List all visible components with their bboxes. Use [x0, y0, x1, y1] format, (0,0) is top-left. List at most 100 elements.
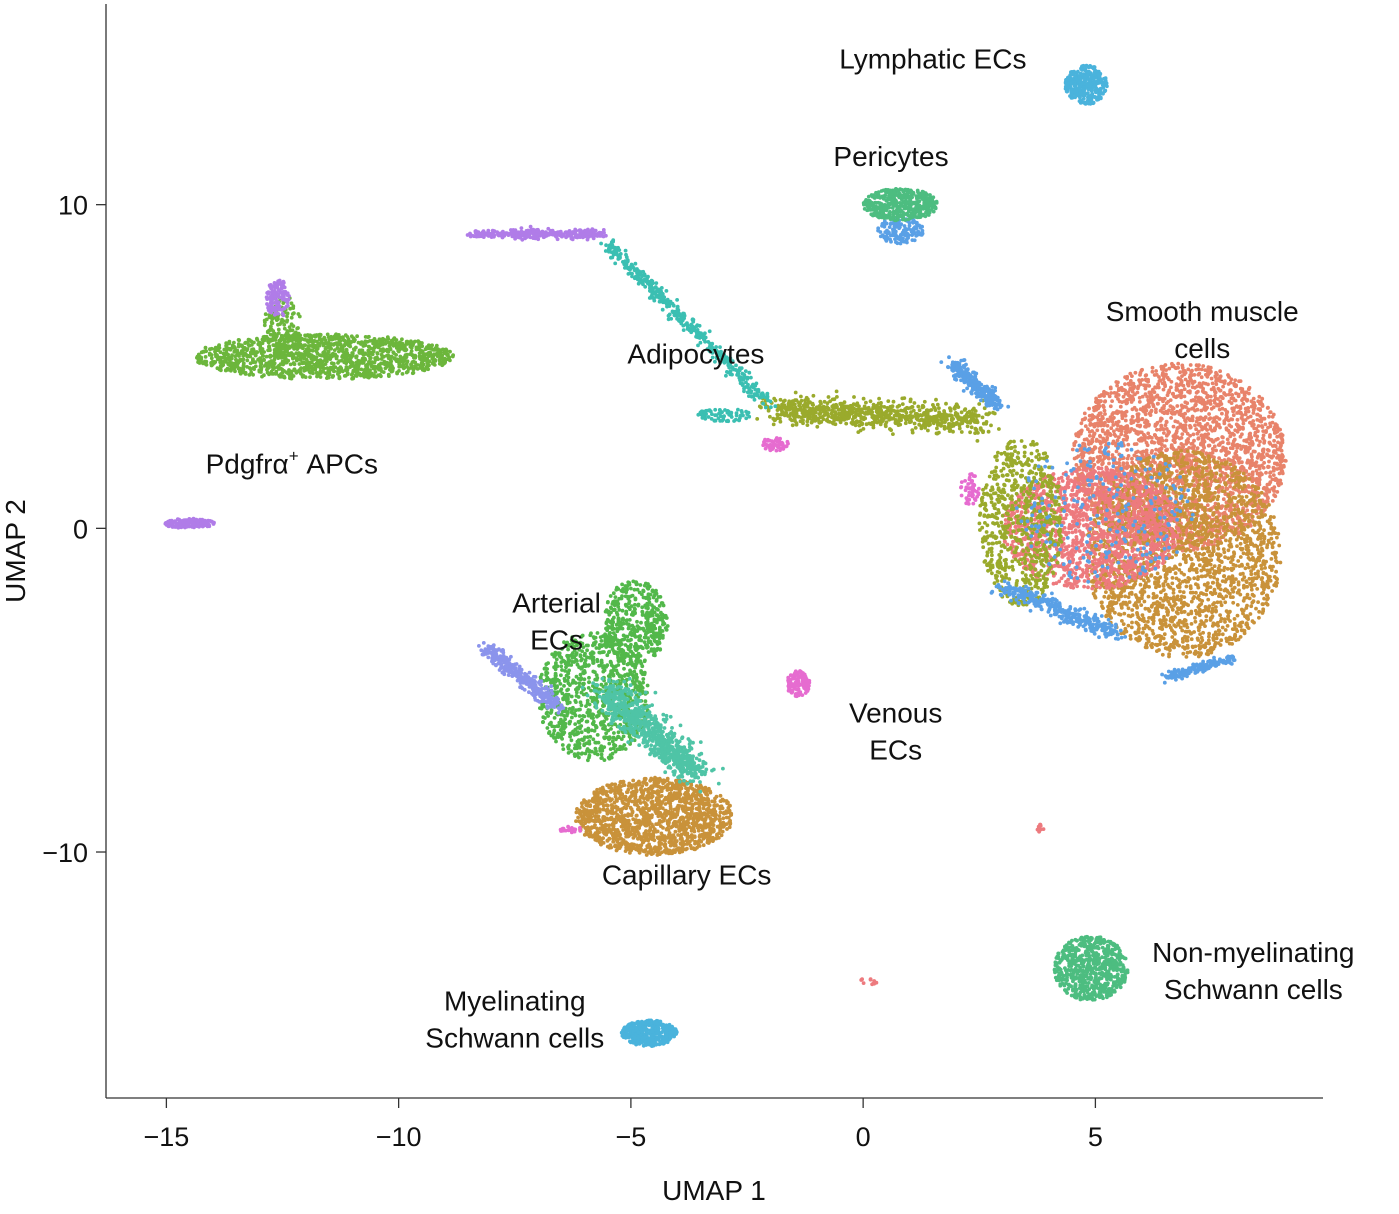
data-point [1167, 652, 1171, 656]
data-point [1108, 404, 1113, 409]
data-point [1145, 462, 1150, 466]
data-point [1134, 637, 1138, 641]
data-point [1197, 551, 1202, 556]
data-point [1122, 611, 1127, 616]
data-point [1199, 375, 1204, 380]
data-point [1200, 599, 1205, 603]
data-point [1244, 502, 1248, 507]
data-point [1268, 471, 1272, 475]
data-point [1109, 391, 1114, 395]
data-point [1188, 526, 1193, 530]
data-point [1244, 580, 1249, 584]
data-point [1189, 611, 1194, 616]
data-point [1216, 489, 1221, 494]
data-point [1242, 513, 1247, 518]
data-point [1216, 437, 1220, 441]
data-point [1222, 574, 1227, 578]
data-point [1260, 472, 1264, 477]
data-point [1229, 401, 1234, 405]
data-point [1232, 460, 1237, 465]
data-point [1278, 441, 1283, 446]
data-point [1128, 614, 1133, 619]
data-point [1169, 385, 1173, 390]
data-point [1253, 583, 1257, 587]
data-point [1213, 490, 1217, 495]
data-point [1155, 571, 1160, 576]
data-point [1182, 610, 1187, 614]
data-point [1102, 594, 1107, 599]
data-point [1181, 640, 1185, 644]
data-point [1244, 616, 1249, 620]
data-point [1120, 413, 1125, 418]
data-point [1163, 592, 1168, 597]
data-point [1215, 581, 1220, 585]
data-point [1247, 477, 1252, 481]
data-point [1237, 490, 1242, 495]
data-point [1171, 424, 1176, 429]
data-point [1258, 408, 1263, 412]
data-point [1246, 512, 1251, 517]
data-point [1205, 428, 1209, 432]
data-point [1153, 385, 1157, 390]
data-point [1226, 556, 1231, 561]
data-point [1219, 603, 1224, 608]
data-point [1228, 446, 1233, 450]
data-point [1181, 604, 1186, 608]
data-point [1228, 609, 1232, 614]
data-point [1216, 585, 1221, 590]
data-point [1269, 557, 1274, 561]
data-point [1216, 628, 1221, 633]
data-point [1204, 466, 1209, 470]
data-point [1172, 604, 1176, 608]
data-point [1264, 499, 1269, 504]
data-point [1083, 424, 1088, 428]
data-point [1256, 424, 1261, 428]
data-point [1268, 515, 1273, 519]
data-point [1175, 462, 1180, 467]
data-point [1262, 502, 1266, 507]
data-point [1167, 474, 1172, 479]
data-point [1126, 623, 1131, 628]
data-point [1226, 492, 1231, 497]
data-point [1182, 387, 1187, 392]
data-point [1186, 389, 1190, 394]
data-point [1129, 625, 1134, 630]
data-point [701, 843, 706, 848]
data-point [1244, 438, 1249, 442]
data-point [1192, 438, 1196, 443]
data-point [1167, 566, 1172, 570]
data-point [1240, 398, 1244, 403]
data-point [1265, 584, 1270, 588]
data-point [1221, 384, 1225, 389]
data-point [1234, 563, 1238, 568]
data-point [1136, 386, 1140, 391]
data-point [1232, 550, 1236, 555]
data-point [1137, 400, 1142, 404]
data-point [1237, 456, 1242, 460]
data-point [1132, 453, 1137, 458]
data-point [1130, 608, 1135, 612]
data-point [1093, 446, 1098, 450]
data-point [1193, 408, 1197, 413]
data-point [1237, 510, 1241, 514]
data-point [1238, 541, 1243, 546]
data-point [1267, 540, 1271, 545]
data-point [1117, 461, 1121, 465]
data-point [1173, 564, 1177, 569]
data-point [1178, 589, 1182, 594]
data-point [1181, 590, 1186, 595]
data-point [1182, 394, 1187, 399]
data-point [1226, 441, 1230, 446]
data-point [1265, 452, 1269, 457]
data-point [1163, 363, 1168, 367]
data-point [1262, 455, 1266, 459]
data-point [1197, 646, 1202, 651]
data-point [1252, 594, 1256, 598]
data-point [1242, 393, 1247, 398]
data-point [1220, 632, 1225, 637]
data-point [1151, 459, 1155, 464]
data-point [1256, 600, 1260, 604]
data-point [1245, 562, 1250, 567]
data-point [1167, 408, 1171, 413]
data-point [1201, 454, 1205, 459]
